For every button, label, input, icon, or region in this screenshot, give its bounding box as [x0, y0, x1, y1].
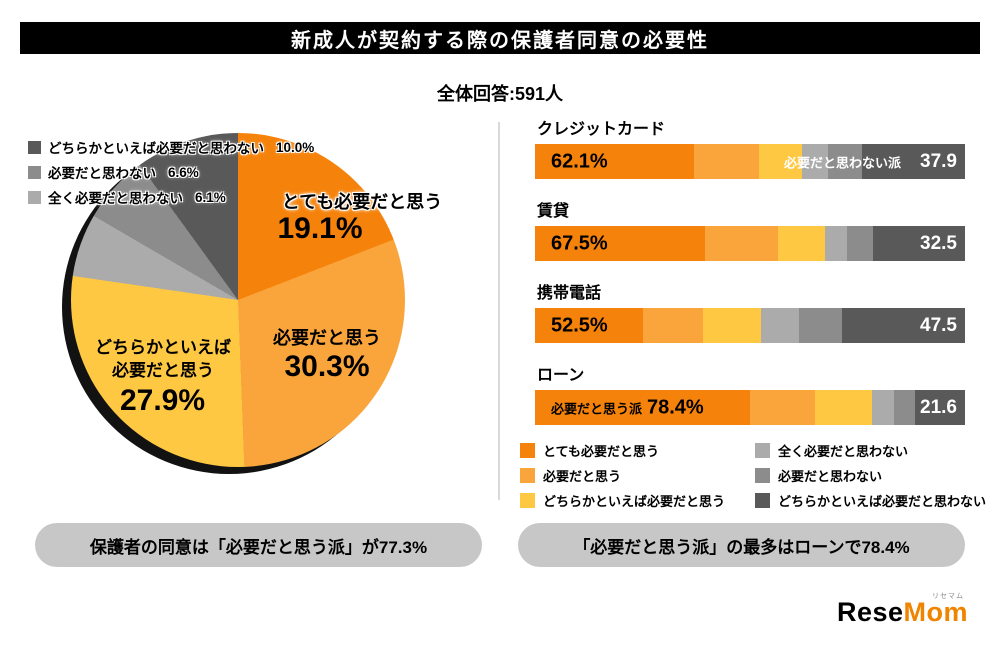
pie-label-somewhat-necessary: どちらかといえば必要だと思う: [95, 338, 231, 380]
bar-category-label: クレジットカード: [537, 121, 666, 138]
stacked-bar-mobile-phone: 52.5% 47.5: [535, 308, 965, 343]
legend-label: 必要だと思う: [543, 469, 622, 484]
pie-value-necessary: 30.3%: [284, 350, 370, 383]
bar-segment: [535, 390, 750, 425]
legend: とても必要だと思う 必要だと思う どちらかといえば必要だと思う 全く必要だと思わ…: [520, 438, 990, 513]
bar-value-necessary: 52.5%: [551, 314, 608, 336]
bar-group-credit-card: クレジットカード 62.1% 必要だと思わない派 37.9: [535, 120, 965, 179]
legend-label: 必要だと思わない: [778, 469, 883, 484]
bar-annotation-not-necessary-group: 必要だと思わない派: [783, 155, 901, 170]
pie-gray-value: 6.1%: [195, 189, 226, 205]
bar-value-not-necessary: 37.9: [920, 150, 957, 172]
stacked-bar-loan: 必要だと思う派 78.4% 21.6: [535, 390, 965, 425]
legend-label: どちらかといえば必要だと思わない: [778, 494, 987, 509]
pie-gray-value: 10.0%: [276, 139, 315, 155]
pie-label-row-not-at-all-necessary: 全く必要だと思わない 6.1%: [28, 187, 226, 207]
page-title: 新成人が契約する際の保護者同意の必要性: [291, 29, 709, 52]
legend-item-not-at-all-necessary: 全く必要だと思わない: [755, 438, 990, 463]
title-banner: 新成人が契約する際の保護者同意の必要性: [20, 22, 980, 54]
legend-item-necessary: 必要だと思う: [520, 463, 755, 488]
bar-segment: [893, 390, 916, 425]
pie-value-somewhat-necessary: 27.9%: [119, 384, 206, 417]
legend-swatch: [520, 468, 535, 483]
legend-swatch: [520, 443, 535, 458]
bar-segment: [777, 226, 826, 261]
bar-segment: [846, 226, 873, 261]
bar-segment: [704, 226, 778, 261]
pie-value-very-necessary: 19.1%: [277, 212, 363, 245]
bar-segment: [862, 144, 965, 179]
legend-swatch: [755, 443, 770, 458]
bar-segment: [535, 226, 705, 261]
callout-bars-summary: 「必要だと思う派」の最多はローンで78.4%: [518, 523, 965, 567]
bar-segment: [802, 144, 828, 179]
pie-gray-value: 6.6%: [168, 164, 199, 180]
legend-item-very-necessary: とても必要だと思う: [520, 438, 755, 463]
bar-value-necessary: 78.4%: [647, 396, 704, 418]
bar-segment: [872, 390, 894, 425]
pie-label-row-somewhat-not-necessary: どちらかといえば必要だと思わない 10.0%: [28, 137, 314, 157]
legend-item-somewhat-necessary: どちらかといえば必要だと思う: [520, 488, 755, 513]
pie-gray-label: どちらかといえば必要だと思わない: [48, 141, 264, 156]
bar-value-not-necessary: 32.5: [920, 232, 957, 254]
callout-pie-summary: 保護者の同意は「必要だと思う派」が77.3%: [35, 523, 482, 567]
stacked-bar-credit-card: 62.1% 必要だと思わない派 37.9: [535, 144, 965, 179]
bar-value-not-necessary: 47.5: [920, 314, 957, 336]
legend-label: 全く必要だと思わない: [778, 444, 909, 459]
bar-segment: [825, 226, 847, 261]
total-responses-label: 全体回答:591人: [436, 84, 564, 104]
bar-category-label: 携帯電話: [537, 285, 602, 302]
bar-segment: [642, 308, 703, 343]
bar-segment: [814, 390, 873, 425]
resemom-logo: リセマム ReseMom: [836, 593, 968, 628]
stacked-bar-rent: 67.5% 32.5: [535, 226, 965, 261]
bar-segment: [799, 308, 843, 343]
logo-text-black: Rese: [836, 597, 904, 627]
vertical-divider: [498, 122, 500, 500]
bar-category-label: ローン: [537, 367, 585, 384]
legend-swatch-dark-gray: [28, 140, 41, 154]
bar-group-rent: 賃貸 67.5% 32.5: [535, 202, 965, 261]
pie-gray-label: 全く必要だと思わない: [48, 191, 183, 206]
pie-label-very-necessary: とても必要だと思う: [281, 192, 443, 212]
legend-item-somewhat-not-necessary: どちらかといえば必要だと思わない: [755, 488, 990, 513]
bar-segment: [702, 308, 761, 343]
legend-swatch: [755, 493, 770, 508]
bar-segment: [535, 144, 695, 179]
bar-group-loan: ローン 必要だと思う派 78.4% 21.6: [535, 366, 965, 425]
logo-ruby-text: リセマム: [932, 593, 964, 600]
bar-segment: [535, 308, 643, 343]
bar-annotation-necessary-group: 必要だと思う派: [551, 401, 643, 416]
legend-label: とても必要だと思う: [543, 444, 659, 459]
bar-segment: [750, 390, 815, 425]
bar-segment: [842, 308, 965, 343]
bar-segment: [694, 144, 759, 179]
bar-segment: [872, 226, 965, 261]
bar-segment: [758, 144, 803, 179]
pie-label-row-not-necessary: 必要だと思わない 6.6%: [28, 162, 199, 182]
bar-value-necessary: 62.1%: [551, 150, 608, 172]
legend-swatch: [520, 493, 535, 508]
pie-chart: [71, 133, 405, 467]
bar-category-label: 賃貸: [537, 203, 570, 220]
bar-group-mobile-phone: 携帯電話 52.5% 47.5: [535, 284, 965, 343]
legend-label: どちらかといえば必要だと思う: [543, 494, 726, 509]
bar-segment: [915, 390, 965, 425]
bar-segment: [827, 144, 863, 179]
legend-swatch-mid-gray: [28, 165, 41, 179]
logo-text-orange: Mom: [903, 597, 968, 627]
bar-chart: クレジットカード 62.1% 必要だと思わない派 37.9 賃貸 67.5% 3…: [535, 120, 965, 448]
bar-value-necessary: 67.5%: [551, 232, 608, 254]
legend-swatch-light-gray: [28, 190, 41, 204]
legend-item-not-necessary: 必要だと思わない: [755, 463, 990, 488]
legend-swatch: [755, 468, 770, 483]
pie-label-necessary: 必要だと思う: [273, 328, 381, 348]
bar-segment: [760, 308, 800, 343]
pie-gray-label: 必要だと思わない: [48, 166, 156, 181]
bar-value-not-necessary: 21.6: [920, 396, 957, 418]
